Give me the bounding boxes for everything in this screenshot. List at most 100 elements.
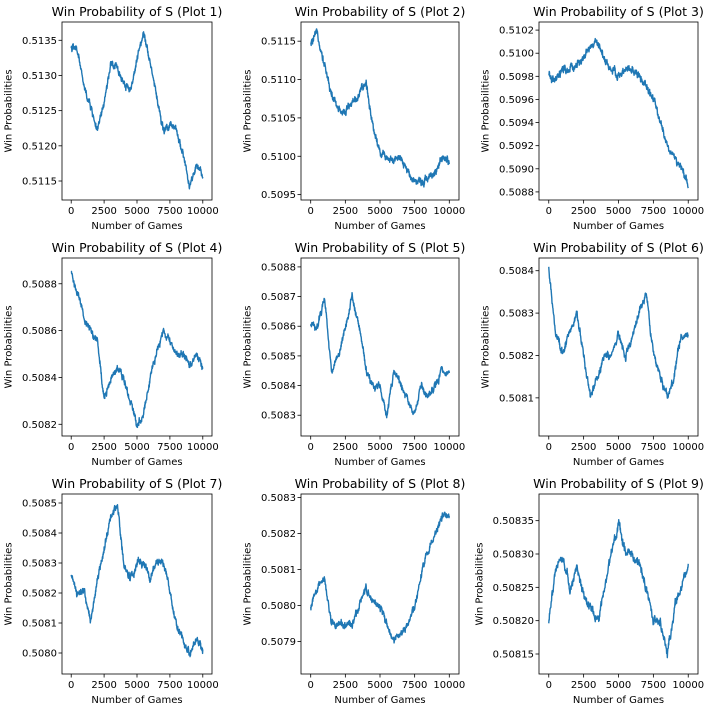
series-line-8 — [310, 511, 450, 644]
y-tick-label: 0.5079 — [261, 637, 296, 648]
y-tick-label: 0.5098 — [499, 72, 534, 83]
x-tick-label: 0 — [68, 206, 74, 217]
y-tick-label: 0.5094 — [499, 118, 534, 129]
chart-title: Win Probability of S (Plot 1) — [52, 4, 223, 19]
y-tick-label: 0.5115 — [22, 177, 57, 188]
x-tick-label: 2500 — [571, 680, 596, 691]
axes-frame-4 — [61, 257, 213, 437]
y-tick-label: 0.5083 — [261, 411, 296, 422]
x-axis-label: Number of Games — [573, 221, 664, 232]
x-tick-label: 10000 — [187, 442, 219, 453]
x-axis-label: Number of Games — [334, 695, 425, 706]
y-axis-label: Win Probabilities — [3, 542, 14, 625]
x-tick-label: 5000 — [124, 680, 149, 691]
x-tick-label: 2500 — [571, 442, 596, 453]
y-tick-label: 0.5086 — [22, 326, 57, 337]
series-line-6 — [548, 266, 689, 399]
y-tick-label: 0.5084 — [499, 266, 534, 277]
y-tick-label: 0.5082 — [499, 351, 534, 362]
y-tick-label: 0.5088 — [499, 187, 534, 198]
axes-frame-7 — [61, 493, 213, 675]
x-axis-label: Number of Games — [573, 457, 664, 468]
chart-title: Win Probability of S (Plot 7) — [52, 476, 223, 491]
series-line-5 — [310, 292, 450, 419]
y-tick-label: 0.50830 — [493, 550, 534, 561]
y-tick-label: 0.5095 — [261, 190, 296, 201]
x-tick-label: 2500 — [91, 442, 116, 453]
x-axis-label: Number of Games — [334, 221, 425, 232]
x-tick-label: 0 — [308, 442, 314, 453]
series-line-4 — [70, 270, 204, 429]
subplot-2: 0 2500 5000 7500 10000 0.5095 0.5100 0.5105 0.51… — [242, 4, 465, 232]
y-tick-label: 0.5081 — [499, 393, 534, 404]
y-tick-label: 0.5085 — [261, 351, 296, 362]
y-tick-label: 0.5086 — [261, 322, 296, 333]
y-tick-label: 0.5102 — [499, 26, 534, 37]
subplot-9: 0 2500 5000 7500 10000 0.50815 0.50820 0.50825 0… — [474, 476, 704, 706]
subplot-3: 0 2500 5000 7500 10000 0.5088 0.5090 0.5092 0.50… — [480, 4, 704, 232]
y-tick-label: 0.5096 — [499, 95, 534, 106]
x-tick-label: 10000 — [672, 680, 704, 691]
x-tick-label: 0 — [68, 680, 74, 691]
y-tick-label: 0.5135 — [22, 36, 57, 47]
x-tick-label: 0 — [546, 206, 552, 217]
y-tick-label: 0.50820 — [493, 616, 534, 627]
subplot-6: 0 2500 5000 7500 10000 0.5081 0.5082 0.5083 0.50… — [480, 240, 704, 468]
x-tick-label: 10000 — [433, 442, 465, 453]
y-tick-label: 0.5083 — [261, 493, 296, 504]
x-axis-label: Number of Games — [91, 695, 182, 706]
y-tick-label: 0.5085 — [22, 499, 57, 510]
subplot-7: 0 2500 5000 7500 10000 0.5080 0.5081 0.5082 0.50… — [3, 476, 222, 706]
x-tick-label: 10000 — [672, 442, 704, 453]
x-tick-label: 2500 — [91, 206, 116, 217]
x-tick-label: 2500 — [91, 680, 116, 691]
y-tick-label: 0.5115 — [261, 37, 296, 48]
y-axis-label: Win Probabilities — [242, 305, 253, 388]
chart-title: Win Probability of S (Plot 9) — [533, 476, 704, 491]
y-tick-label: 0.50835 — [493, 516, 534, 527]
x-tick-label: 7500 — [641, 442, 666, 453]
axes-frame-1 — [61, 21, 213, 201]
series-line-9 — [548, 518, 689, 659]
subplot-4: 0 2500 5000 7500 10000 0.5082 0.5084 0.5086 0.50… — [3, 240, 222, 468]
y-tick-label: 0.5088 — [22, 279, 57, 290]
y-tick-label: 0.5082 — [22, 420, 57, 431]
x-tick-label: 7500 — [157, 442, 182, 453]
x-tick-label: 2500 — [333, 680, 358, 691]
y-axis-label: Win Probabilities — [480, 69, 491, 152]
x-tick-label: 0 — [308, 680, 314, 691]
y-tick-label: 0.5105 — [261, 113, 296, 124]
x-tick-label: 10000 — [187, 680, 219, 691]
subplot-5: 0 2500 5000 7500 10000 0.5083 0.5084 0.5085 0.50… — [242, 240, 465, 468]
axes-frame-3 — [538, 21, 699, 201]
chart-title: Win Probability of S (Plot 8) — [295, 476, 466, 491]
axes-frame-5 — [300, 257, 460, 437]
x-tick-label: 10000 — [433, 680, 465, 691]
y-axis-label: Win Probabilities — [3, 305, 14, 388]
axes-frame-6 — [538, 257, 699, 437]
y-tick-label: 0.5081 — [22, 619, 57, 630]
y-tick-label: 0.5090 — [499, 164, 534, 175]
y-tick-label: 0.50825 — [493, 583, 534, 594]
y-tick-label: 0.5092 — [499, 141, 534, 152]
series-line-1 — [70, 31, 204, 190]
x-tick-label: 0 — [68, 442, 74, 453]
subplot-1: 0 2500 5000 7500 10000 0.5115 0.5120 0.5125 0.51… — [3, 4, 222, 232]
series-line-3 — [548, 37, 689, 189]
y-tick-label: 0.5082 — [22, 589, 57, 600]
series-line-2 — [310, 28, 450, 188]
x-tick-label: 5000 — [606, 442, 631, 453]
y-tick-label: 0.5120 — [22, 141, 57, 152]
y-tick-label: 0.5081 — [261, 565, 296, 576]
x-tick-label: 2500 — [333, 206, 358, 217]
y-tick-label: 0.5082 — [261, 529, 296, 540]
x-tick-label: 5000 — [606, 680, 631, 691]
y-tick-label: 0.5083 — [499, 309, 534, 320]
chart-title: Win Probability of S (Plot 4) — [52, 240, 223, 255]
x-tick-label: 0 — [546, 442, 552, 453]
y-axis-label: Win Probabilities — [242, 69, 253, 152]
y-tick-label: 0.5083 — [22, 559, 57, 570]
x-tick-label: 5000 — [367, 442, 392, 453]
y-axis-label: Win Probabilities — [3, 69, 14, 152]
